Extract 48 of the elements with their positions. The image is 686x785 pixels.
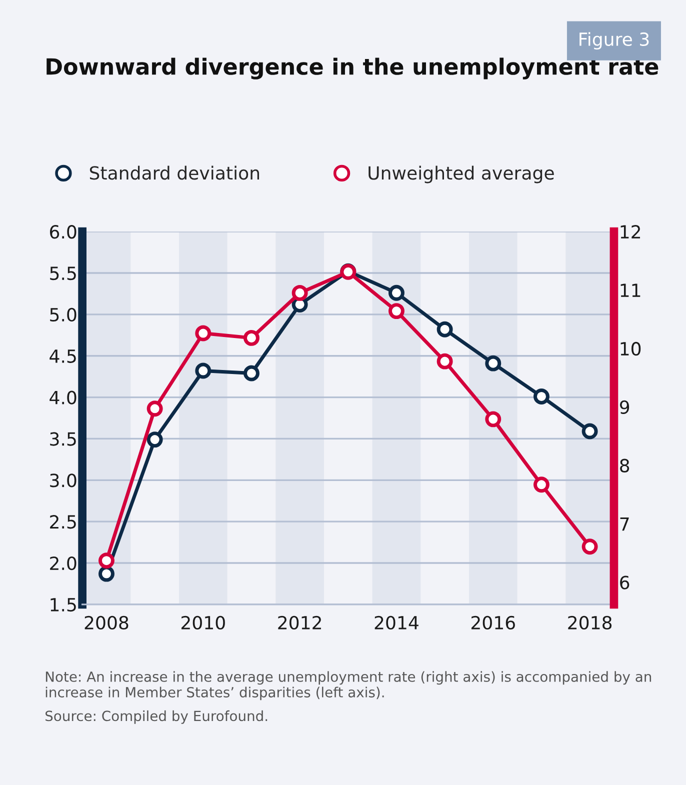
point [533, 476, 550, 493]
point [98, 566, 114, 582]
point [533, 388, 550, 404]
point [243, 365, 260, 382]
y-tick-label: 6.0 [50, 225, 76, 239]
y-tick-label: 3.5 [50, 432, 76, 446]
y2-tick-label: 10 [620, 342, 641, 356]
y-tick-label: 3.0 [50, 474, 76, 488]
y2-tick-label: 7 [620, 517, 629, 531]
point [485, 411, 502, 428]
y-tick-label: 2.5 [50, 515, 76, 529]
point [582, 423, 598, 440]
x-tick-label: 2016 [471, 616, 515, 630]
source-note: Source: Compiled by Eurofound. [46, 710, 268, 724]
y2-tick-label: 8 [620, 458, 630, 472]
x-tick-label: 2014 [374, 616, 418, 630]
point [98, 552, 114, 569]
y2-tick-label: 9 [620, 400, 630, 414]
point [195, 325, 212, 342]
point [436, 321, 453, 338]
text: Note: An increase in the average unemployment rate (right axis) is accompanied by an increase in Member States’ disparities (left axis). [46, 671, 652, 700]
point [292, 284, 308, 301]
y-tick-label: 4.0 [50, 390, 76, 404]
point [485, 355, 502, 372]
y-tick-label: 1.5 [50, 598, 76, 612]
point [388, 284, 404, 301]
chart-title: Downward divergence in the unemployment rate [46, 58, 658, 80]
y2-tick-label: 12 [620, 225, 640, 238]
point [146, 432, 163, 448]
caption: Figure 3 [580, 32, 649, 50]
y-tick-label: 5.5 [50, 266, 76, 280]
legend-label: Standard deviation [90, 166, 260, 180]
y2-tick-label: 6 [620, 576, 630, 590]
y-tick-label: 4.5 [50, 350, 76, 363]
legend-label: Unweighted average [368, 166, 554, 184]
x-tick-label: 2008 [84, 616, 128, 630]
y2-tick-label: 11 [620, 284, 640, 297]
y-tick-label: 2.0 [50, 556, 76, 570]
point [582, 538, 598, 555]
x-tick-label: 2012 [278, 616, 321, 630]
x-tick-label: 2010 [181, 616, 225, 630]
point [436, 353, 453, 370]
y-tick-label: 5.0 [50, 308, 76, 322]
point [146, 400, 163, 417]
point [195, 362, 212, 379]
point [388, 303, 404, 320]
point [243, 330, 260, 346]
x-tick-label: 2018 [568, 616, 612, 630]
